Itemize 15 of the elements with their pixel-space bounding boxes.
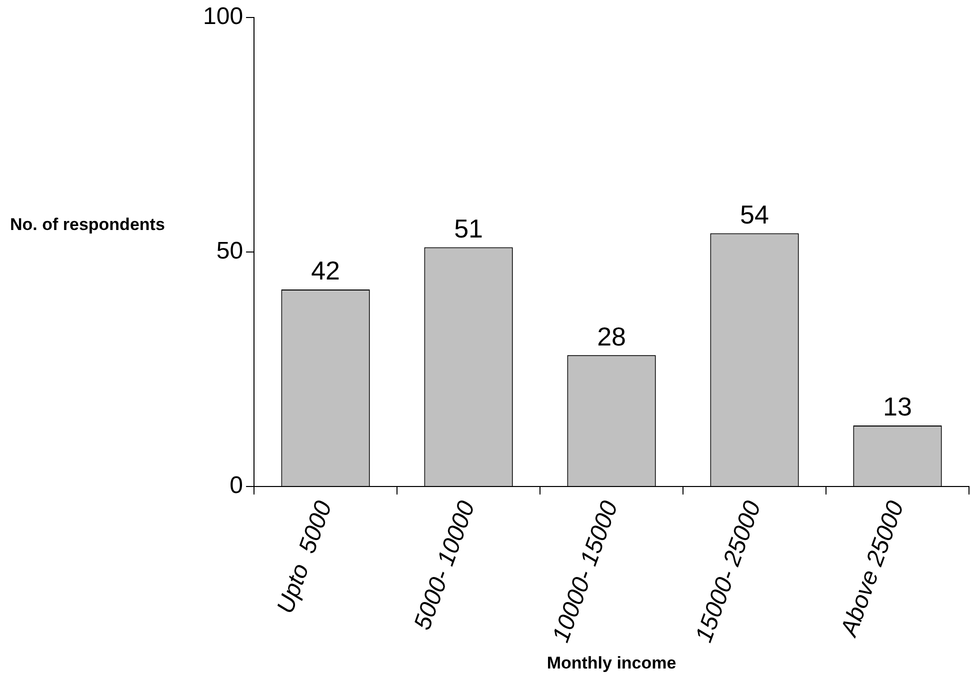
y-axis-title: No. of respondents (10, 215, 165, 235)
data-label: 54 (740, 199, 769, 230)
data-label: 42 (311, 256, 340, 286)
x-tick-label: Upto 5000 (272, 496, 338, 618)
y-tick-label: 0 (230, 472, 244, 500)
x-tick-label: Above 25000 (835, 496, 910, 642)
x-axis-title: Monthly income (546, 653, 676, 672)
data-label: 51 (454, 213, 483, 244)
x-tick-label: 15000- 25000 (690, 496, 767, 646)
x-tick-label: 10000- 15000 (547, 496, 624, 646)
y-tick-label: 50 (216, 238, 244, 265)
x-tick-label: 5000- 10000 (408, 496, 481, 634)
data-label: 28 (597, 321, 626, 352)
y-tick-label: 100 (202, 3, 244, 30)
data-label: 13 (883, 392, 912, 422)
